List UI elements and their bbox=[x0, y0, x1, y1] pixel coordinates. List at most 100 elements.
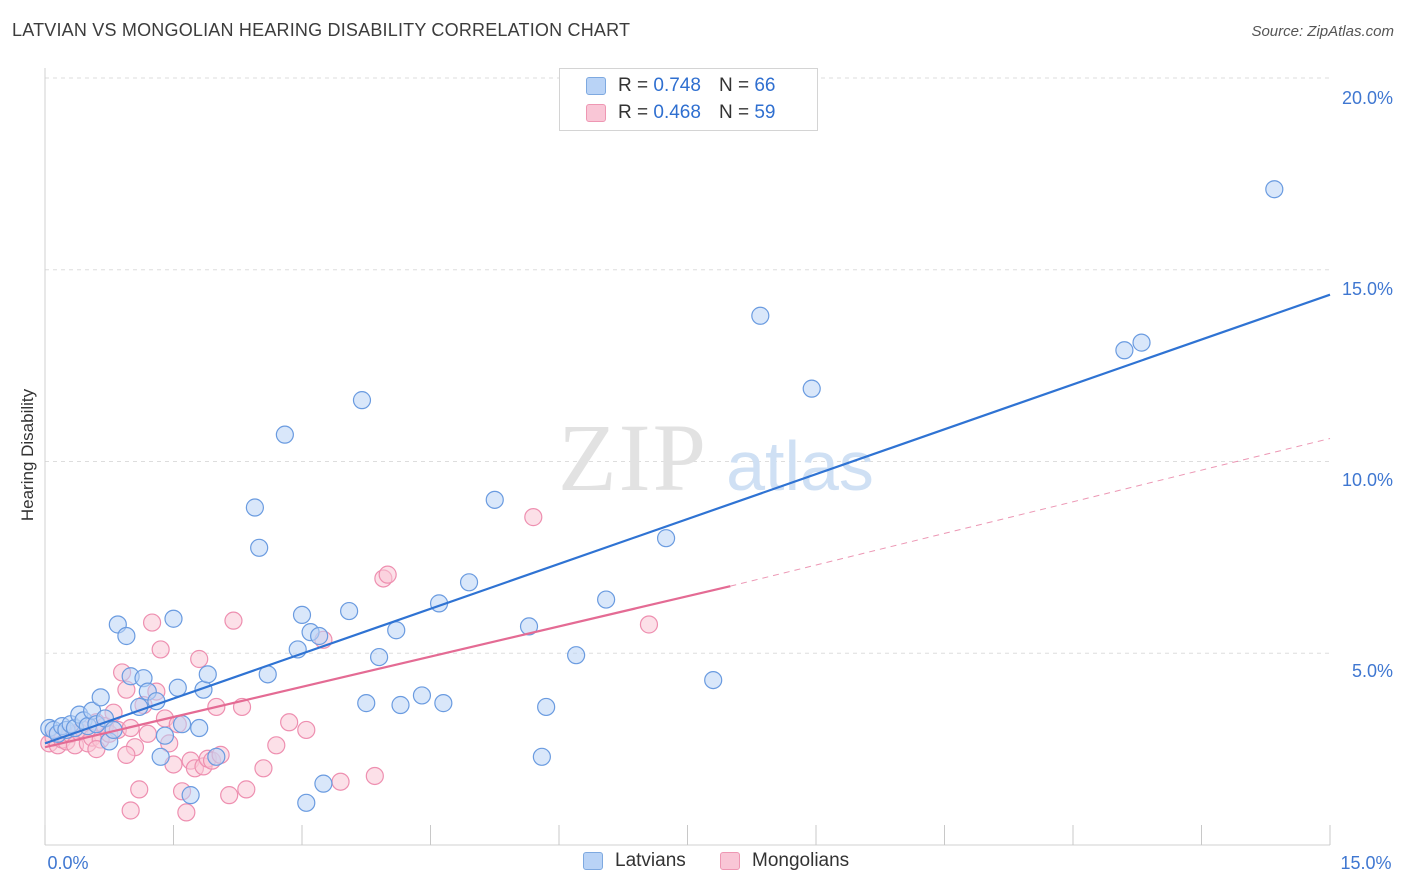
latvians-point-55 bbox=[532, 747, 551, 766]
mongolians-point-21 bbox=[130, 780, 149, 799]
mongolians-point-53 bbox=[378, 565, 397, 584]
latvians-point-12 bbox=[91, 688, 110, 707]
mongolians-point-48 bbox=[297, 720, 316, 740]
latvians-point-53 bbox=[485, 490, 504, 509]
latvians-point-23 bbox=[151, 747, 170, 766]
latvians-point-49 bbox=[412, 686, 432, 705]
mongolians-point-23 bbox=[138, 724, 157, 743]
latvians-point-38 bbox=[292, 605, 312, 625]
mongolians-point-46 bbox=[267, 736, 286, 755]
x-min-label: 0.0% bbox=[47, 853, 88, 873]
latvians-point-32 bbox=[207, 747, 226, 766]
mongolians-point-26 bbox=[151, 640, 170, 659]
y-tick-5: 5.0% bbox=[1352, 661, 1393, 681]
latvians-point-25 bbox=[164, 609, 183, 628]
latvians-point-65 bbox=[1265, 180, 1284, 199]
legend-row-mongolians: R = 0.468 N = 59 bbox=[586, 100, 775, 126]
mongolians-point-51 bbox=[365, 766, 384, 786]
latvians-point-61 bbox=[751, 306, 770, 325]
latvians-point-58 bbox=[597, 590, 616, 609]
latvians-point-26 bbox=[168, 678, 187, 697]
latvians-point-31 bbox=[198, 665, 217, 684]
axes bbox=[44, 68, 1331, 846]
watermark: ZIP atlas bbox=[558, 404, 874, 511]
latvians-point-64 bbox=[1132, 333, 1151, 352]
bottom-legend-latvians: Latvians bbox=[583, 850, 686, 872]
y-tick-10: 10.0% bbox=[1342, 470, 1393, 490]
latvians-point-63 bbox=[1115, 341, 1134, 360]
latvians-point-59 bbox=[656, 529, 676, 548]
watermark-atlas: atlas bbox=[726, 427, 874, 505]
mongolians-point-58 bbox=[117, 745, 136, 764]
latvians-point-41 bbox=[310, 626, 329, 646]
latvians-point-48 bbox=[391, 695, 410, 715]
mongolians-swatch bbox=[586, 104, 606, 122]
bottom-latvians-label: Latvians bbox=[615, 850, 686, 871]
mongolians-point-50 bbox=[331, 772, 350, 791]
mongolians-point-32 bbox=[177, 803, 196, 822]
latvians-swatch bbox=[586, 77, 606, 95]
latvians-trend-line bbox=[44, 293, 1331, 745]
y-tick-15: 15.0% bbox=[1342, 279, 1393, 299]
mongolians-r-value: 0.468 bbox=[653, 102, 701, 123]
mongolians-point-35 bbox=[190, 649, 209, 669]
latvians-point-51 bbox=[434, 694, 453, 713]
mongolians-point-54 bbox=[524, 508, 543, 527]
latvians-point-47 bbox=[387, 621, 406, 640]
latvians-point-39 bbox=[297, 793, 316, 812]
mongolians-point-55 bbox=[639, 615, 659, 634]
mongolians-point-24 bbox=[142, 613, 162, 632]
latvians-r-value: 0.748 bbox=[653, 75, 701, 96]
mongolians-trend-line bbox=[44, 585, 731, 749]
latvians-point-17 bbox=[117, 626, 136, 646]
trend-lines bbox=[44, 293, 1331, 749]
mongolians-r-label: R = bbox=[618, 102, 649, 123]
mongolians-point-41 bbox=[220, 786, 239, 805]
latvians-point-36 bbox=[275, 425, 294, 444]
latvians-point-34 bbox=[250, 538, 269, 557]
latvians-point-44 bbox=[352, 391, 372, 410]
latvians-point-27 bbox=[172, 715, 192, 734]
latvians-point-52 bbox=[459, 573, 479, 592]
mongolians-point-45 bbox=[254, 759, 273, 778]
latvians-point-60 bbox=[704, 670, 723, 690]
latvians-n-value: 66 bbox=[754, 75, 776, 96]
latvians-points bbox=[40, 180, 1284, 812]
bottom-latvians-swatch bbox=[583, 852, 603, 870]
latvians-point-46 bbox=[370, 647, 389, 667]
source-credit: Source: ZipAtlas.com bbox=[1251, 23, 1394, 40]
mongolians-trend-dashed bbox=[730, 438, 1331, 587]
legend-row-latvians: R = 0.748 N = 66 bbox=[586, 73, 775, 99]
latvians-point-42 bbox=[314, 774, 333, 793]
latvians-point-45 bbox=[357, 694, 376, 713]
y-axis-label: Hearing Disability bbox=[18, 388, 37, 521]
axis-labels: Hearing Disability 0.0% 15.0% 20.0% 15.0… bbox=[18, 88, 1393, 873]
latvians-r-label: R = bbox=[618, 75, 649, 96]
correlation-legend: R = 0.748 N = 66 R = 0.468 N = 59 bbox=[559, 68, 818, 131]
mongolians-point-44 bbox=[237, 780, 256, 799]
mongolians-point-47 bbox=[280, 713, 299, 732]
latvians-point-28 bbox=[181, 786, 200, 805]
grid-lines bbox=[45, 77, 1330, 654]
bottom-mongolians-swatch bbox=[720, 852, 740, 870]
mongolians-point-57 bbox=[121, 801, 140, 820]
y-tick-20: 20.0% bbox=[1342, 88, 1393, 108]
latvians-point-54 bbox=[519, 617, 539, 636]
latvians-point-43 bbox=[340, 601, 359, 621]
mongolians-n-label: N = bbox=[718, 102, 750, 123]
latvians-point-33 bbox=[245, 498, 264, 517]
latvians-point-24 bbox=[155, 726, 175, 745]
latvians-point-57 bbox=[567, 646, 586, 665]
bottom-mongolians-label: Mongolians bbox=[752, 850, 850, 871]
mongolians-n-value: 59 bbox=[754, 102, 776, 123]
mongolians-point-42 bbox=[224, 611, 243, 630]
mongolians-points bbox=[40, 508, 659, 822]
latvians-point-29 bbox=[190, 718, 209, 738]
latvians-point-62 bbox=[802, 379, 821, 398]
chart-title: LATVIAN VS MONGOLIAN HEARING DISABILITY … bbox=[12, 20, 631, 40]
x-max-label: 15.0% bbox=[1340, 853, 1391, 873]
watermark-zip: ZIP bbox=[558, 404, 708, 511]
latvians-n-label: N = bbox=[718, 75, 750, 96]
bottom-legend-mongolians: Mongolians bbox=[720, 850, 849, 872]
